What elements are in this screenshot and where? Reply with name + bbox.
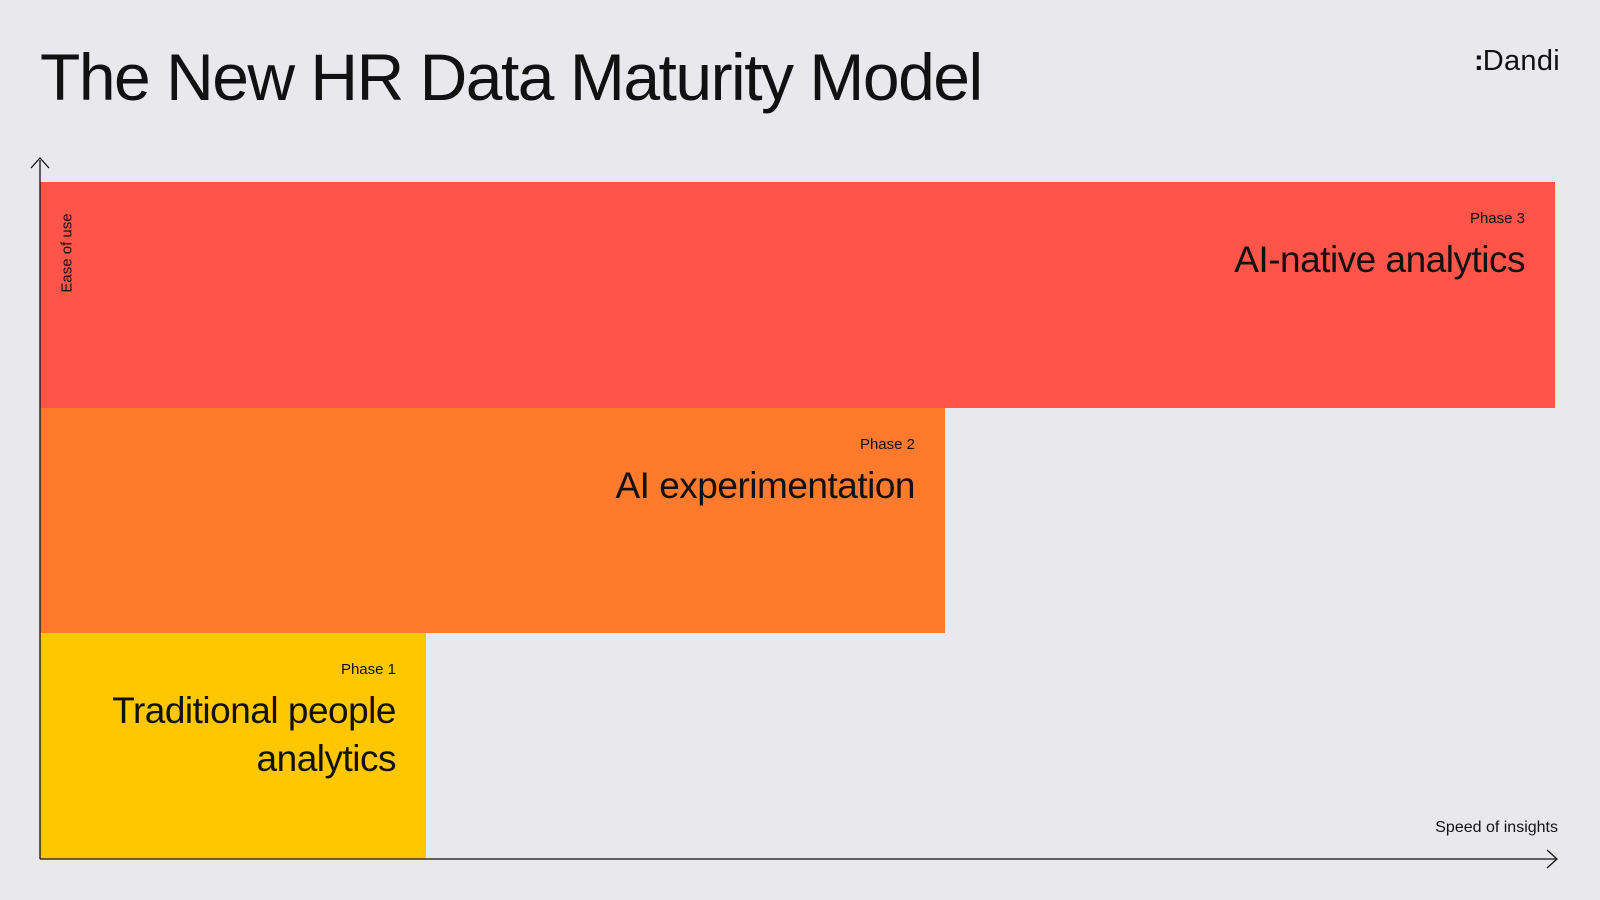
arrow-right-icon (1546, 849, 1558, 869)
logo-text: Dandi (1482, 45, 1560, 77)
phase-3-block: Phase 3 AI-native analytics (40, 182, 1555, 408)
page-title: The New HR Data Maturity Model (40, 40, 983, 114)
phase-1-label: Phase 1 (340, 661, 396, 678)
y-axis-label: Ease of use (58, 213, 76, 293)
dandi-logo-icon: : (1474, 45, 1484, 77)
phase-2-block: Phase 2 AI experimentation (40, 408, 945, 633)
phase-3-name: AI-native analytics (1234, 239, 1525, 280)
phase-1-name: Traditional people analytics (112, 690, 396, 779)
phase-2-label: Phase 2 (859, 436, 915, 453)
dandi-logo: :Dandi (1474, 44, 1560, 79)
phase-2-name: AI experimentation (615, 465, 915, 506)
x-axis-label: Speed of insights (1435, 819, 1558, 836)
arrow-up-icon (30, 157, 50, 169)
phase-1-block: Phase 1 Traditional people analytics (40, 633, 426, 859)
phase-3-label: Phase 3 (1469, 210, 1525, 227)
